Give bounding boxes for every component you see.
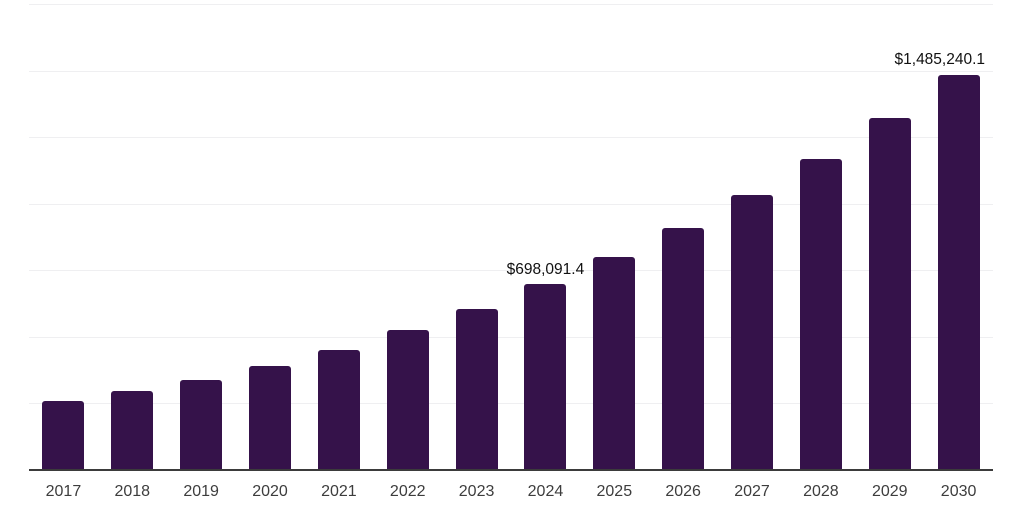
x-tick-label-2026: 2026	[665, 483, 701, 500]
bar-2030	[937, 74, 980, 470]
x-tick-label-2017: 2017	[45, 483, 82, 500]
gridline	[29, 70, 993, 72]
bar-2029	[868, 118, 911, 470]
bar-slot-2027	[718, 4, 787, 470]
x-tick-label-2030: 2030	[940, 483, 977, 500]
bar-2024	[524, 284, 567, 470]
bar-2020	[249, 365, 291, 470]
bar-2019	[180, 380, 223, 470]
x-tick-label-2018: 2018	[114, 483, 151, 500]
gridline	[29, 403, 993, 405]
x-tick-label-2024: 2024	[527, 483, 564, 500]
x-axis-line	[29, 469, 993, 471]
bar-2017	[42, 400, 85, 470]
gridline	[29, 336, 993, 338]
bar-slot-2022	[373, 4, 442, 470]
bar-2018	[111, 391, 154, 470]
x-axis-tick-labels: 2017 2018 2019 2020 2021 2022 2023 2024 2025 2026…	[29, 483, 993, 501]
x-tick-label-2028: 2028	[803, 483, 839, 500]
bar-2025	[593, 257, 636, 470]
bar-slot-2025	[580, 4, 649, 470]
bar-slot-2021	[304, 4, 373, 470]
bar-slot-2017	[29, 4, 98, 470]
bar-slot-2018	[98, 4, 167, 470]
bar-slot-2026	[649, 4, 718, 470]
bar-slot-2030: $1,485,240.1	[895, 4, 993, 470]
bar-slot-2019	[167, 4, 236, 470]
x-tick-label-2020: 2020	[252, 483, 288, 500]
data-label-2030: $1,485,240.1	[894, 51, 986, 69]
x-tick-label-2029: 2029	[871, 483, 908, 500]
data-label-2024: $698,091.4	[506, 260, 585, 278]
x-tick-label-2023: 2023	[458, 483, 495, 500]
gridline	[29, 270, 993, 272]
bar-2023	[455, 308, 498, 470]
bar-2021	[317, 349, 360, 470]
bar-slot-2024: $698,091.4	[507, 4, 584, 470]
x-tick-label-2019: 2019	[183, 483, 219, 500]
gridline	[29, 4, 993, 5]
bar-slot-2029	[855, 4, 924, 470]
x-tick-label-2027: 2027	[734, 483, 770, 500]
bar-2022	[386, 330, 429, 470]
bar-2028	[799, 158, 842, 470]
bar-2026	[662, 227, 705, 470]
gridline	[29, 203, 993, 205]
plot-area: $698,091.4 $1,485,240.1	[29, 4, 993, 470]
x-tick-label-2025: 2025	[596, 483, 633, 500]
bar-2027	[731, 195, 774, 470]
gridline	[29, 137, 993, 139]
x-tick-label-2022: 2022	[389, 483, 426, 500]
bar-slot-2020	[236, 4, 305, 470]
bars-container: $698,091.4 $1,485,240.1	[29, 4, 993, 470]
x-tick-label-2021: 2021	[321, 483, 357, 500]
bar-slot-2023	[442, 4, 511, 470]
bar-slot-2028	[786, 4, 855, 470]
